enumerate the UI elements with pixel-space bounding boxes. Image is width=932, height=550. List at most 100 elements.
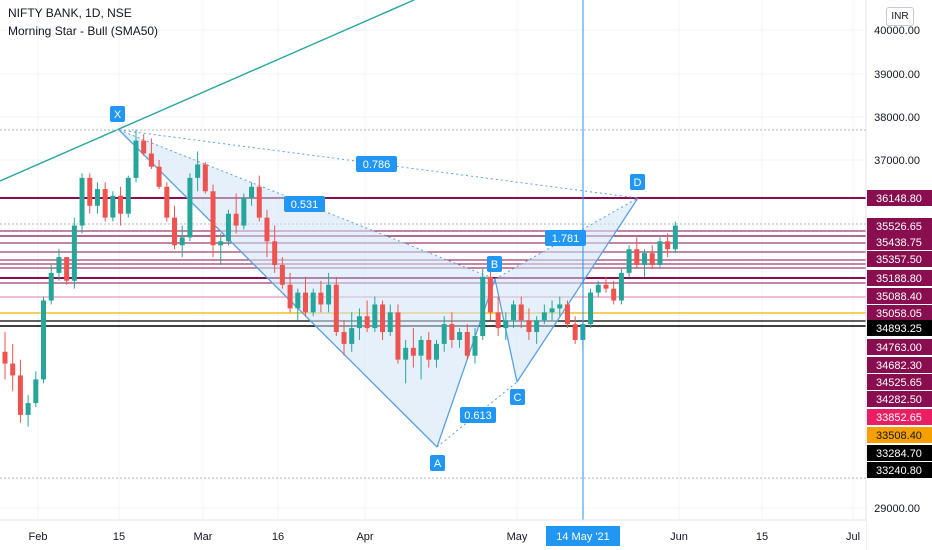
time-axis-bg (0, 520, 866, 550)
candle-body (564, 304, 570, 325)
candle-body (464, 332, 470, 356)
candle-body (179, 237, 185, 246)
candle-body (264, 217, 270, 242)
candle-body (295, 292, 301, 309)
pattern-leg (516, 197, 639, 383)
candle-body (272, 241, 278, 265)
candle-body (626, 249, 632, 273)
time-axis: Feb 15 Mar 16 Apr May 14 May '21 Jun 15 Jul (0, 519, 866, 550)
price-label-bg (867, 409, 932, 425)
candle-body (326, 284, 332, 305)
pattern-ratio-2: 1.781 (552, 233, 580, 245)
pattern-xab-fill (119, 130, 495, 447)
price-label-bg (867, 462, 932, 478)
price-tick-label: 40000.00 (874, 25, 920, 37)
pattern-labels: X A B C D 0.786 0.531 1.781 0.613 (110, 106, 645, 471)
trendline (0, 0, 415, 182)
candle-body (17, 375, 23, 415)
candle-body (41, 300, 47, 380)
candle-body (64, 257, 70, 281)
time-tick-label: Mar (194, 531, 213, 543)
price-label-bg (867, 445, 932, 461)
price-label: 35438.75 (876, 237, 922, 249)
symbol-title: NIFTY BANK, 1D, NSE (8, 6, 132, 20)
candle-body (202, 164, 208, 192)
candle-body (642, 253, 648, 265)
price-label: 35058.05 (876, 308, 922, 320)
time-tick-label: 15 (113, 531, 125, 543)
currency-badge[interactable]: INR (886, 7, 914, 26)
candle-body (634, 249, 640, 265)
candle-body (418, 339, 424, 356)
candle-body (56, 257, 62, 273)
price-label: 34282.50 (876, 394, 922, 406)
price-tick-label: 39000.00 (874, 69, 920, 81)
candle-body (495, 312, 501, 329)
price-label: 36148.80 (876, 193, 922, 205)
time-tick-label: Feb (29, 531, 48, 543)
price-tick-label: 37000.00 (874, 155, 920, 167)
candle-body (356, 316, 362, 329)
candle-body (249, 186, 255, 198)
candle-body (164, 186, 170, 218)
candle-body (341, 332, 347, 344)
price-label-bg (867, 190, 932, 206)
price-label: 35088.40 (876, 291, 922, 303)
candle-body (318, 292, 324, 305)
candle-body (287, 284, 293, 309)
candle-body (372, 304, 378, 329)
pattern-leg (436, 278, 496, 448)
pattern-point-b-bg (487, 256, 502, 272)
price-label: 33284.70 (876, 448, 922, 460)
price-tick-label: 38000.00 (874, 112, 920, 124)
candle-body (518, 304, 524, 321)
candle-body (125, 177, 131, 214)
price-label-bg (867, 218, 932, 234)
candle-body (225, 213, 231, 242)
candle-body (380, 304, 386, 333)
candle-body (480, 276, 486, 336)
price-label-bg (867, 427, 932, 443)
price-label-bg (867, 320, 932, 336)
candle-body (433, 343, 439, 360)
price-label-bg (867, 339, 932, 355)
candle-body (148, 153, 154, 167)
candle-body (503, 320, 509, 329)
pattern-ratio-0: 0.786 (363, 159, 391, 171)
pattern-point-d-bg (630, 174, 645, 190)
candle-body (665, 241, 671, 250)
pattern-point-d: D (634, 177, 642, 189)
time-tick-label: Jul (846, 531, 860, 543)
price-label: 33508.40 (876, 430, 922, 442)
candle-body (172, 217, 178, 246)
pattern-ratio-line (494, 197, 639, 280)
candle-body (79, 177, 85, 226)
price-label-bg (867, 234, 932, 250)
price-label: 35188.80 (876, 273, 922, 285)
candle-body (395, 312, 401, 360)
candle-body (449, 324, 455, 340)
candle-body (2, 351, 8, 364)
candle-body (133, 140, 139, 178)
candle-body (672, 225, 678, 250)
price-label-bg (867, 288, 932, 304)
candle-body (279, 264, 285, 285)
price-label: 34763.00 (876, 342, 922, 354)
pattern-ratio-1-bg (284, 196, 325, 212)
candle-body (218, 241, 224, 246)
price-axis: 40000.00 39000.00 38000.00 37000.00 29000.00… (865, 0, 932, 550)
candle-body (649, 253, 655, 265)
price-tick-label: 29000.00 (874, 503, 920, 515)
candle-body (387, 312, 393, 333)
candle-body (403, 347, 409, 360)
time-tick-label: May (507, 531, 528, 543)
crosshair-date-bg (546, 526, 620, 546)
pattern-ratio-1: 0.531 (291, 199, 319, 211)
price-label: 35357.50 (876, 254, 922, 266)
price-label: 33240.80 (876, 465, 922, 477)
pattern-ratio-3-bg (460, 407, 496, 423)
price-label: 35526.65 (876, 221, 922, 233)
candle-body (10, 363, 16, 376)
candle-body (210, 191, 216, 246)
